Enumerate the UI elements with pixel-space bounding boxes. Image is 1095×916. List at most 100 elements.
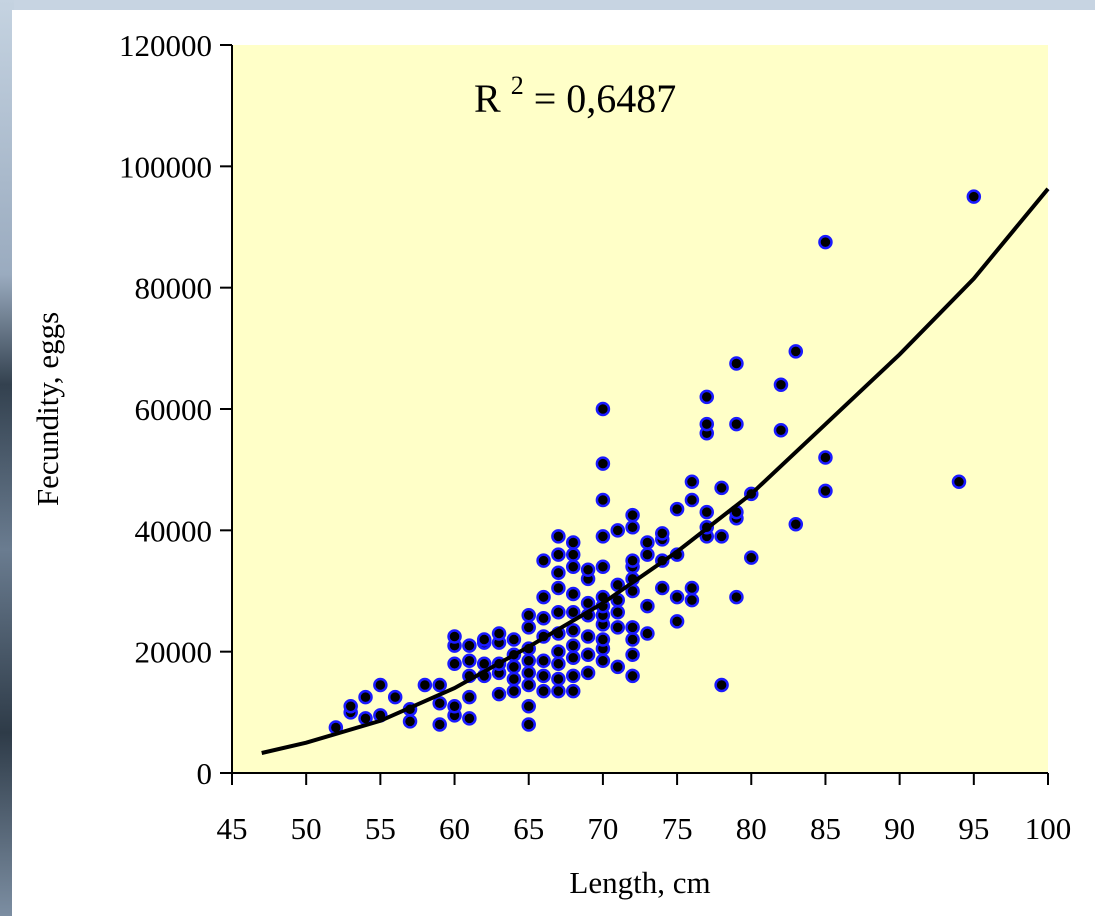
data-point (744, 550, 759, 565)
data-point (818, 450, 833, 465)
data-point (462, 638, 477, 653)
data-point (565, 547, 581, 562)
backdrop-left-edge (0, 0, 14, 916)
data-point (966, 189, 982, 204)
data-point (625, 647, 640, 662)
data-point (684, 492, 700, 508)
data-point (447, 629, 462, 644)
data-point (565, 586, 581, 602)
data-point (669, 589, 685, 605)
data-point (625, 520, 640, 535)
data-point (343, 699, 358, 714)
data-point (640, 626, 655, 641)
data-point (462, 653, 477, 669)
y-tick-label: 60000 (135, 392, 213, 427)
data-point (714, 529, 729, 544)
data-point (551, 529, 566, 544)
data-point (684, 592, 700, 608)
data-point (432, 717, 447, 732)
data-point (565, 650, 581, 665)
data-point (610, 620, 625, 635)
data-point (462, 711, 477, 726)
data-point (373, 677, 388, 693)
data-point (536, 553, 551, 568)
data-point (402, 714, 418, 729)
x-tick-label: 70 (587, 811, 618, 846)
data-point (521, 620, 536, 635)
y-tick-labels: 0 20000 40000 60000 80000 100000 120000 (119, 28, 212, 791)
y-axis-title: Fecundity, eggs (30, 312, 65, 506)
data-point (773, 422, 789, 438)
r-squared-value: = 0,6487 (534, 76, 677, 121)
data-point (595, 529, 611, 544)
data-point (417, 677, 433, 693)
data-point (387, 689, 403, 705)
data-point (699, 389, 715, 405)
data-point (551, 604, 566, 620)
data-point (595, 632, 611, 647)
data-point (669, 501, 685, 517)
x-tick-label: 60 (439, 811, 470, 846)
y-tick-label: 0 (197, 756, 213, 791)
data-point (551, 656, 566, 672)
data-point (951, 474, 967, 490)
data-point (462, 689, 477, 705)
x-axis-title: Length, cm (569, 865, 710, 900)
data-point (699, 504, 715, 520)
data-point (551, 683, 566, 699)
data-point (595, 559, 611, 574)
data-point (625, 632, 640, 647)
data-point (773, 377, 789, 392)
r-squared-superscript: 2 (511, 71, 524, 100)
data-point (565, 638, 581, 653)
data-point (818, 483, 833, 499)
data-point (551, 547, 566, 562)
data-point (655, 580, 670, 596)
data-point (788, 517, 804, 532)
data-point (580, 562, 596, 578)
x-tick-label: 55 (365, 811, 396, 846)
x-tick-label: 100 (1025, 811, 1072, 846)
data-point (565, 623, 581, 638)
data-point (595, 401, 611, 417)
data-point (729, 356, 744, 371)
x-tick-label: 85 (810, 811, 841, 846)
trend-line (261, 187, 1050, 755)
y-tick-label: 80000 (135, 271, 213, 306)
data-point (714, 677, 729, 693)
x-tick-label: 90 (884, 811, 915, 846)
data-point (565, 683, 581, 699)
data-point (521, 717, 536, 732)
data-point (595, 653, 611, 669)
data-point (432, 695, 447, 711)
data-point (551, 671, 566, 687)
data-point (476, 632, 492, 647)
x-tick-label: 95 (958, 811, 989, 846)
data-point (640, 598, 655, 614)
data-point (565, 559, 581, 574)
data-point (521, 677, 536, 693)
data-point (595, 456, 611, 471)
data-point (506, 659, 522, 675)
data-point (684, 474, 700, 490)
data-point (551, 580, 566, 596)
data-point (536, 589, 551, 605)
y-tick-label: 40000 (135, 513, 213, 548)
data-point (610, 659, 625, 675)
data-point (521, 665, 536, 681)
data-point (506, 671, 522, 687)
data-point (684, 580, 700, 596)
data-point (699, 416, 715, 432)
r-squared-annotation: R 2 = 0,6487 (474, 58, 676, 121)
y-tick-label: 20000 (135, 635, 213, 670)
data-point (536, 653, 551, 669)
y-tick-label: 120000 (119, 28, 212, 63)
data-point (521, 608, 536, 623)
data-point (551, 644, 566, 659)
data-point (669, 614, 685, 629)
x-tick-label: 45 (217, 811, 248, 846)
data-point (729, 589, 744, 605)
data-point (788, 344, 804, 359)
data-point (506, 683, 522, 699)
data-point (565, 535, 581, 550)
